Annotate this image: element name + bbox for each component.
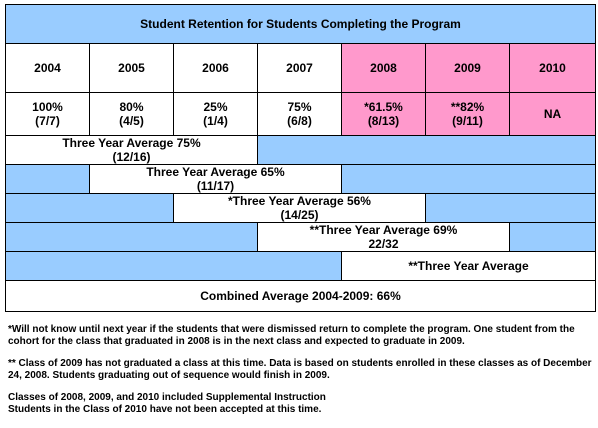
retention-values-row: 100% (7/7) 80% (4/5) 25% (1/4) 75% (6/8)… <box>5 92 596 136</box>
average-fraction: (11/17) <box>196 179 235 193</box>
value-fraction: (6/8) <box>287 114 312 128</box>
value-fraction: (1/4) <box>203 114 228 128</box>
value-fraction: (4/5) <box>119 114 144 128</box>
value-percent: 100% <box>32 100 63 114</box>
year-header: 2004 <box>5 43 90 93</box>
year-header: 2006 <box>173 43 258 93</box>
year-header: 2010 <box>509 43 596 93</box>
average-row: **Three Year Average <box>5 251 596 281</box>
value-percent: 80% <box>119 100 144 114</box>
average-label: Three Year Average 65% <box>146 165 285 179</box>
retention-table: Student Retention for Students Completin… <box>5 4 596 312</box>
value-percent: **82% <box>450 100 485 114</box>
combined-average: Combined Average 2004-2009: 66% <box>5 280 596 312</box>
filler-cell <box>341 164 596 194</box>
footnote-1: *Will not know until next year if the st… <box>8 324 575 347</box>
filler-cell <box>5 251 342 281</box>
average-fraction: (14/25) <box>280 208 319 222</box>
value-percent: *61.5% <box>364 100 403 114</box>
average-cell: Three Year Average 75% (12/16) <box>5 135 258 165</box>
average-row: **Three Year Average 69% 22/32 <box>5 222 596 252</box>
value-cell: 100% (7/7) <box>5 92 90 136</box>
average-label: **Three Year Average <box>408 259 529 273</box>
filler-cell <box>509 222 596 252</box>
value-fraction: (9/11) <box>452 114 483 128</box>
year-header-row: 2004 2005 2006 2007 2008 2009 2010 <box>5 43 596 93</box>
year-header: 2007 <box>257 43 342 93</box>
value-cell: *61.5% (8/13) <box>341 92 426 136</box>
filler-cell <box>5 164 90 194</box>
filler-cell <box>257 135 596 165</box>
average-cell: **Three Year Average <box>341 251 596 281</box>
table-title: Student Retention for Students Completin… <box>5 4 596 44</box>
value-cell: NA <box>509 92 596 136</box>
average-fraction: (12/16) <box>112 150 151 164</box>
filler-cell <box>5 222 258 252</box>
average-row: Three Year Average 65% (11/17) <box>5 164 596 194</box>
footnote-2: ** Class of 2009 has not graduated a cla… <box>8 358 592 381</box>
average-fraction: 22/32 <box>368 237 399 251</box>
footnote-3a: Classes of 2008, 2009, and 2010 included… <box>8 392 326 403</box>
average-cell: **Three Year Average 69% 22/32 <box>257 222 510 252</box>
year-header: 2009 <box>425 43 510 93</box>
footnote-3b: Students in the Class of 2010 have not b… <box>8 404 322 415</box>
value-fraction: (8/13) <box>367 114 400 128</box>
value-cell: **82% (9/11) <box>425 92 510 136</box>
value-percent: 75% <box>287 100 312 114</box>
footnotes: *Will not know until next year if the st… <box>8 324 593 416</box>
average-cell: Three Year Average 65% (11/17) <box>89 164 342 194</box>
average-row: Three Year Average 75% (12/16) <box>5 135 596 165</box>
average-row: *Three Year Average 56% (14/25) <box>5 193 596 223</box>
year-header: 2008 <box>341 43 426 93</box>
average-cell: *Three Year Average 56% (14/25) <box>173 193 426 223</box>
value-percent: 25% <box>203 100 228 114</box>
value-cell: 25% (1/4) <box>173 92 258 136</box>
year-header: 2005 <box>89 43 174 93</box>
average-label: Three Year Average 75% <box>62 136 201 150</box>
value-percent: NA <box>543 107 562 121</box>
value-cell: 80% (4/5) <box>89 92 174 136</box>
average-label: **Three Year Average 69% <box>309 223 458 237</box>
filler-cell <box>5 193 174 223</box>
filler-cell <box>425 193 596 223</box>
value-cell: 75% (6/8) <box>257 92 342 136</box>
average-label: *Three Year Average 56% <box>228 194 371 208</box>
value-fraction: (7/7) <box>35 114 60 128</box>
